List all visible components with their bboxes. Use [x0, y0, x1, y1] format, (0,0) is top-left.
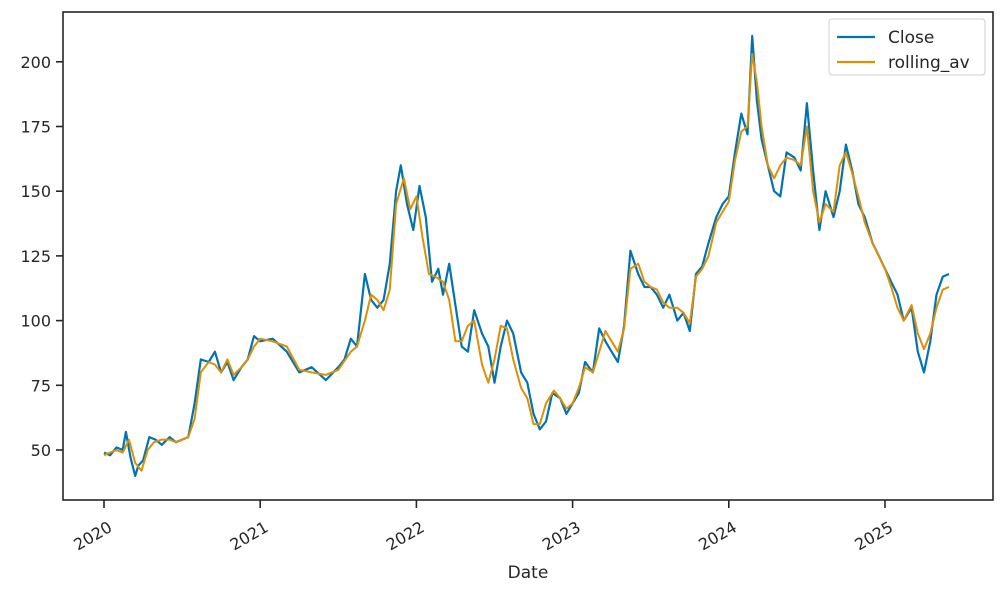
legend: Close rolling_av: [828, 18, 986, 76]
y-tick-label: 125: [20, 247, 51, 266]
x-axis: 2020 2021 2022 2023 2024 2025: [70, 500, 896, 554]
x-tick-label: 2020: [70, 517, 115, 554]
y-axis: 50 75 100 125 150 175 200: [20, 53, 63, 460]
y-tick-label: 175: [20, 118, 51, 137]
x-tick-label: 2023: [539, 517, 584, 554]
plot-area: [103, 34, 950, 477]
legend-rolling-av-label: rolling_av: [888, 53, 970, 73]
y-tick-label: 200: [20, 53, 51, 72]
x-tick-label: 2025: [851, 517, 896, 554]
y-tick-label: 50: [31, 441, 51, 460]
x-tick-label: 2021: [227, 517, 272, 554]
legend-close-label: Close: [888, 28, 934, 48]
y-tick-label: 150: [20, 182, 51, 201]
series-rolling-av-line: [103, 53, 950, 472]
axes-frame: [62, 11, 994, 501]
x-tick-label: 2022: [383, 517, 428, 554]
y-tick-label: 100: [20, 312, 51, 331]
x-tick-label: 2024: [695, 517, 740, 554]
y-tick-label: 75: [31, 376, 51, 395]
x-axis-label: Date: [508, 563, 549, 583]
series-close-line: [103, 34, 950, 477]
